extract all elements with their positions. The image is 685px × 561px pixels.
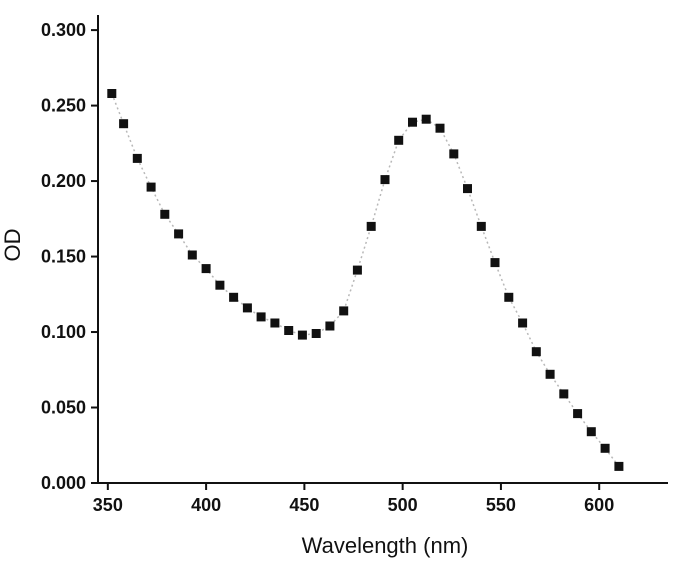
data-point [284,326,294,335]
data-point [435,123,445,133]
data-point [160,209,170,219]
data-point [476,221,486,231]
data-point [559,389,569,399]
data-point [201,264,211,274]
data-point [352,265,362,275]
data-point [174,229,184,239]
data-point [256,312,266,322]
data-point [586,427,596,437]
data-point [463,184,472,194]
data-point [325,321,335,331]
x-axis-title: Wavelength (nm) [302,533,469,558]
data-point [119,119,129,129]
data-point [545,369,555,379]
tick-marks [91,29,601,490]
y-tick-label: 0.200 [41,171,86,191]
x-tick-label: 350 [93,495,123,515]
data-point [408,117,417,127]
data-point [394,135,404,145]
data-point [229,292,239,302]
y-tick-label: 0.250 [41,96,86,116]
x-tick-label: 500 [388,495,418,515]
y-tick-label: 0.000 [41,473,86,493]
data-point [270,318,280,328]
data-point [311,329,321,338]
data-markers [107,89,624,471]
x-tick-label: 550 [486,495,516,515]
data-point [518,318,528,328]
data-point [132,153,142,163]
y-tick-label: 0.300 [41,20,86,40]
x-tick-label: 600 [584,495,614,515]
data-point [146,182,156,192]
x-tick-label: 450 [289,495,319,515]
x-tick-label: 400 [191,495,221,515]
y-tick-label: 0.150 [41,247,86,267]
data-point [614,461,624,471]
y-axis-title: OD [0,229,25,262]
data-point [107,89,117,98]
axes [97,15,668,484]
data-point [421,114,431,124]
data-point [242,303,252,313]
data-point [600,443,610,453]
data-point [187,250,197,260]
y-tick-label: 0.050 [41,398,86,418]
data-point [380,175,390,185]
data-point [339,306,349,316]
data-point [490,258,500,268]
series-line [111,93,620,467]
data-point [215,280,225,290]
data-point [297,330,307,340]
data-point [531,347,541,357]
data-point [573,409,583,419]
tick-labels: 350 400 450 500 550 600 0.000 0.050 0.100 0.150 0.… [41,20,614,515]
y-tick-label: 0.100 [41,322,86,342]
data-point [366,221,376,231]
data-point [449,149,459,159]
data-point [504,292,514,302]
